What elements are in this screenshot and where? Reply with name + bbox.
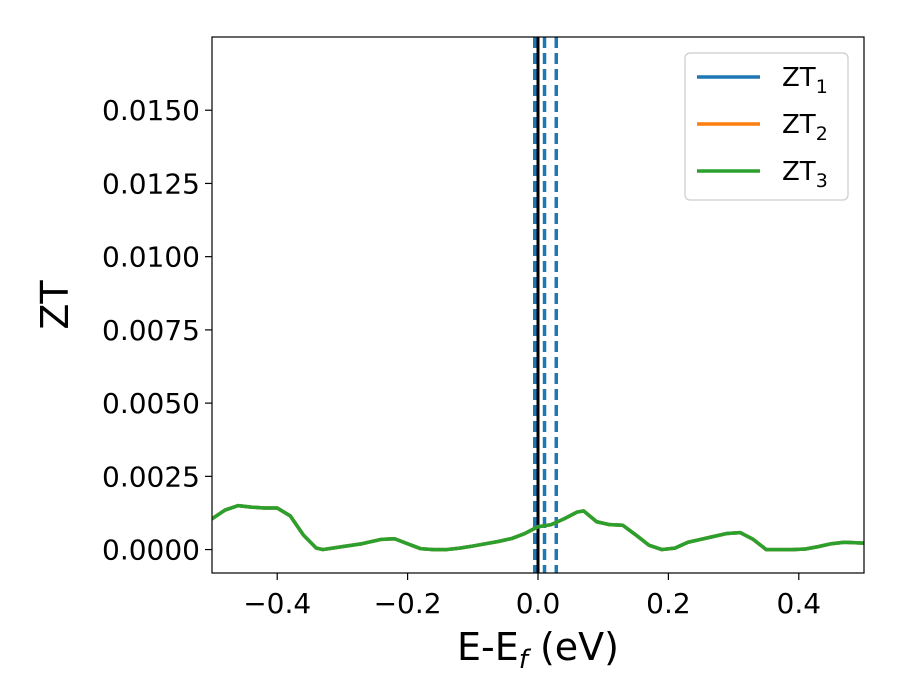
reference-lines <box>532 37 559 573</box>
y-axis-title: ZT <box>33 280 77 330</box>
legend-label: ZT3 <box>782 157 828 192</box>
x-axis-title: E-Ef (eV) <box>457 625 619 675</box>
x-tick-label: 0.2 <box>646 587 691 620</box>
x-tick-label: 0.0 <box>516 587 561 620</box>
y-axis: 0.0000 0.0025 0.0050 0.0075 0.0100 0.0125 0.01… <box>102 94 212 567</box>
legend-label: ZT2 <box>782 110 828 145</box>
y-tick-label: 0.0075 <box>102 314 200 347</box>
y-tick-label: 0.0125 <box>102 167 200 200</box>
series-lines <box>212 503 864 552</box>
x-tick-label: 0.4 <box>777 587 822 620</box>
x-tick-label: −0.4 <box>243 587 311 620</box>
legend-frame <box>684 52 849 201</box>
y-tick-label: 0.0100 <box>102 241 200 274</box>
y-tick-label: 0.0025 <box>102 460 200 493</box>
y-tick-label: 0.0050 <box>102 387 200 420</box>
y-tick-label: 0.0150 <box>102 94 200 127</box>
y-tick-label: 0.0000 <box>102 534 200 567</box>
legend-label: ZT1 <box>782 63 828 98</box>
x-axis: −0.4 −0.2 0.0 0.2 0.4 <box>243 573 821 620</box>
x-tick-label: −0.2 <box>374 587 442 620</box>
series-line-zt3 <box>212 503 864 552</box>
x-axis-title-unit: (eV) <box>528 625 619 669</box>
legend: ZT1 ZT2 ZT3 <box>684 52 849 201</box>
